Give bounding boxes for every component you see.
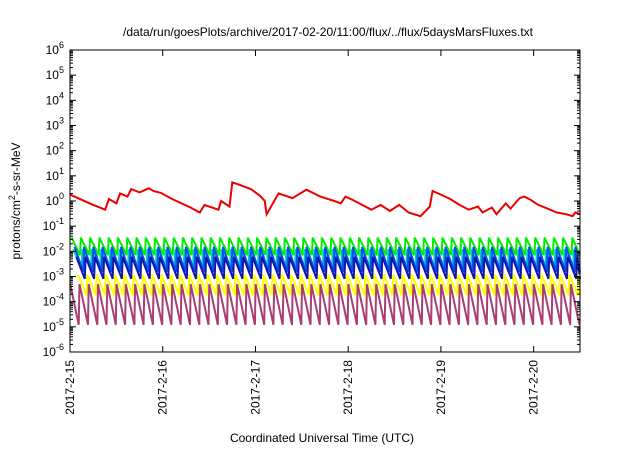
y-axis-label-sup: 2 — [7, 195, 17, 200]
y-tick-label: 10-3 — [43, 267, 64, 284]
y-tick-label-base: 10 — [46, 119, 60, 133]
y-tick-label-exponent: -1 — [56, 216, 64, 226]
series-line-7 — [69, 283, 581, 326]
x-tick-label: 2017-2-15 — [63, 360, 77, 415]
y-tick-label-exponent: -2 — [56, 241, 64, 251]
y-axis-label-suffix: -s-sr-MeV — [9, 142, 23, 195]
y-tick-label-exponent: 2 — [59, 141, 64, 151]
series-line-4 — [73, 246, 581, 273]
y-tick-label: 102 — [46, 141, 64, 158]
x-tick-label: 2017-2-17 — [248, 360, 262, 415]
y-axis-label: protons/cm2-s-sr-MeV — [7, 142, 23, 259]
y-tick-label-exponent: -3 — [56, 267, 64, 277]
y-tick-label: 10-5 — [43, 317, 64, 334]
series-line-6 — [76, 274, 581, 296]
y-tick-label: 105 — [46, 65, 64, 82]
y-tick-label-base: 10 — [46, 169, 60, 183]
chart-title: /data/run/goesPlots/archive/2017-02-20/1… — [123, 25, 534, 39]
y-tick-label-base: 10 — [46, 144, 60, 158]
y-tick-label-exponent: -6 — [56, 342, 64, 352]
y-tick-label-base: 10 — [43, 244, 57, 258]
y-tick-label: 103 — [46, 116, 64, 133]
y-axis: 10-610-510-410-310-210-11001011021031041… — [43, 40, 580, 359]
y-tick-label-base: 10 — [46, 93, 60, 107]
y-tick-label: 106 — [46, 40, 64, 57]
series-line-2 — [70, 237, 581, 256]
y-tick-label-base: 10 — [46, 194, 60, 208]
x-tick-label: 2017-2-19 — [434, 360, 448, 415]
y-tick-label: 100 — [46, 191, 64, 208]
y-tick-label-exponent: 5 — [59, 65, 64, 75]
y-axis-label-prefix: protons/cm — [9, 200, 23, 259]
x-axis-label: Coordinated Universal Time (UTC) — [230, 431, 414, 445]
y-tick-label-base: 10 — [43, 320, 57, 334]
y-tick-label: 101 — [46, 166, 64, 183]
y-tick-label: 10-1 — [43, 216, 64, 233]
y-tick-label: 10-2 — [43, 241, 64, 258]
y-tick-label-base: 10 — [46, 43, 60, 57]
y-tick-label-exponent: 6 — [59, 40, 64, 50]
y-tick-label-base: 10 — [43, 219, 57, 233]
y-tick-label-base: 10 — [43, 295, 57, 309]
y-tick-label: 10-6 — [43, 342, 64, 359]
y-tick-label-base: 10 — [43, 345, 57, 359]
y-tick-label-exponent: -4 — [56, 292, 64, 302]
y-tick-label-exponent: 0 — [59, 191, 64, 201]
x-tick-label: 2017-2-18 — [341, 360, 355, 415]
y-tick-label: 10-4 — [43, 292, 64, 309]
series-line-5 — [75, 256, 581, 280]
y-tick-label-exponent: 3 — [59, 116, 64, 126]
y-tick-label-exponent: 1 — [59, 166, 64, 176]
x-tick-label: 2017-2-20 — [527, 360, 541, 415]
y-tick-label-base: 10 — [46, 68, 60, 82]
series-line-1 — [69, 181, 581, 218]
x-axis: 2017-2-15 2017-2-16 2017-2-17 2017-2-18 2017… — [63, 50, 541, 415]
plot-lines — [69, 181, 581, 326]
y-tick-label-exponent: -5 — [56, 317, 64, 327]
y-tick-label: 104 — [46, 90, 64, 107]
y-tick-label-base: 10 — [43, 270, 57, 284]
y-tick-label-exponent: 4 — [59, 90, 64, 100]
x-tick-label: 2017-2-16 — [156, 360, 170, 415]
